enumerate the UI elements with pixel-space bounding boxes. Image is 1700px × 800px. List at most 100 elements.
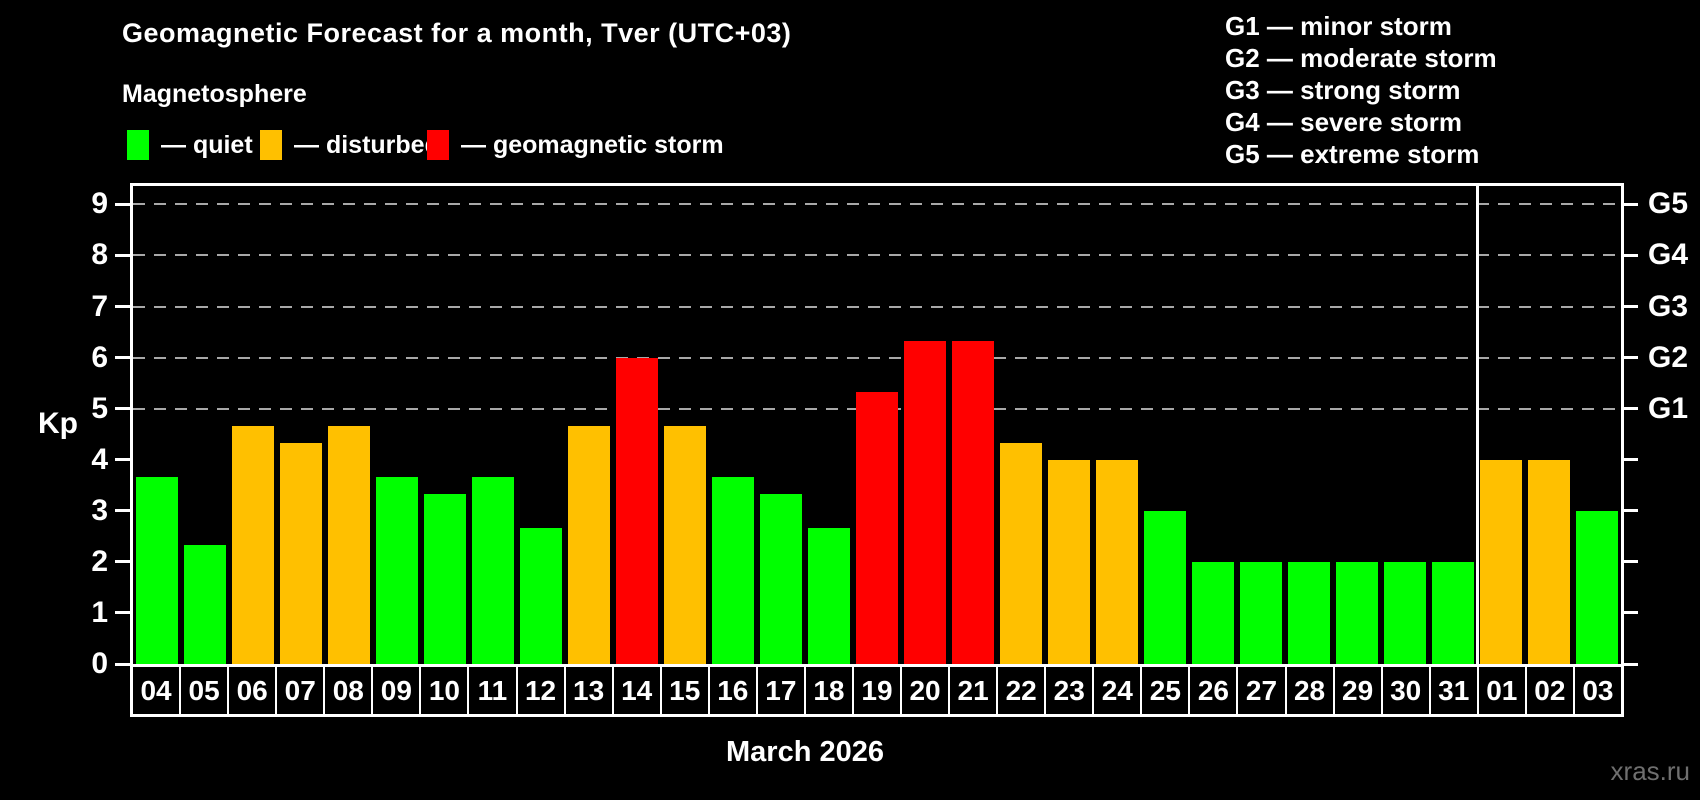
kp-bar-30 (1384, 561, 1426, 664)
day-label-13: 13 (563, 667, 612, 714)
y-tick-left-2 (115, 560, 130, 564)
day-label-26: 26 (1188, 667, 1236, 714)
day-label-20: 20 (900, 667, 948, 714)
kp-bar-05 (184, 545, 226, 664)
y-tick-label-5: 5 (91, 391, 108, 425)
kp-bar-01 (1480, 459, 1522, 664)
y-tick-label-2: 2 (91, 544, 108, 578)
kp-bar-24 (1096, 459, 1138, 664)
g-label-g4: G4 (1648, 238, 1689, 272)
y-tick-left-0 (115, 662, 130, 666)
y-tick-label-6: 6 (91, 340, 108, 374)
gridline-kp7 (133, 305, 1621, 308)
y-tick-right-4 (1621, 458, 1638, 462)
kp-bar-19 (856, 391, 898, 664)
g-legend-line-g2: G2 — moderate storm (1225, 43, 1497, 73)
day-label-23: 23 (1044, 667, 1092, 714)
y-tick-label-0: 0 (91, 647, 108, 680)
g-legend-line-g3: G3 — strong storm (1225, 75, 1461, 105)
kp-bar-28 (1288, 561, 1330, 664)
kp-bar-17 (760, 493, 802, 664)
y-tick-label-1: 1 (91, 595, 108, 629)
month-label: March 2026 (726, 736, 884, 768)
kp-bar-10 (424, 493, 466, 664)
y-tick-left-5 (115, 407, 130, 411)
day-label-02: 02 (1524, 667, 1573, 714)
kp-bar-15 (664, 425, 706, 664)
kp-bar-20 (904, 340, 946, 664)
magnetosphere-label: Magnetosphere (122, 80, 307, 108)
day-label-18: 18 (803, 667, 852, 714)
day-label-15: 15 (659, 667, 708, 714)
day-label-08: 08 (323, 667, 371, 714)
day-label-11: 11 (467, 667, 515, 714)
day-label-22: 22 (996, 667, 1044, 714)
y-tick-label-8: 8 (91, 238, 108, 272)
y-tick-right-7 (1621, 305, 1638, 309)
kp-bar-08 (328, 425, 370, 664)
day-label-05: 05 (179, 667, 227, 714)
day-label-25: 25 (1140, 667, 1188, 714)
kp-bar-07 (280, 442, 322, 664)
kp-bar-26 (1192, 561, 1234, 664)
y-tick-right-0 (1621, 662, 1638, 666)
day-label-19: 19 (851, 667, 900, 714)
g-scale-legend: G1 — minor storm G2 — moderate storm G3 … (1225, 10, 1497, 170)
y-tick-left-6 (115, 356, 130, 360)
y-tick-left-9 (115, 202, 130, 206)
chart-title: Geomagnetic Forecast for a month, Tver (… (122, 18, 792, 48)
y-tick-right-9 (1621, 202, 1638, 206)
gridline-kp9 (133, 203, 1621, 206)
kp-bar-02 (1528, 459, 1570, 664)
watermark: xras.ru (1610, 756, 1690, 786)
storm-swatch (427, 130, 449, 160)
kp-bar-23 (1048, 459, 1090, 664)
day-label-27: 27 (1236, 667, 1284, 714)
y-tick-right-6 (1621, 356, 1638, 360)
g-legend-line-g5: G5 — extreme storm (1225, 139, 1480, 169)
y-tick-left-4 (115, 458, 130, 462)
y-tick-left-3 (115, 509, 130, 513)
day-axis-row: 04 05 06 07 08 09 10 11 12 13 14 15 16 17 18 19 20 21 22 23… (130, 667, 1624, 717)
storm-label: — geomagnetic storm (461, 130, 724, 159)
kp-bar-12 (520, 527, 562, 664)
day-label-21: 21 (948, 667, 996, 714)
day-label-17: 17 (755, 667, 804, 714)
day-label-29: 29 (1332, 667, 1381, 714)
g-label-g2: G2 (1648, 340, 1689, 374)
y-tick-left-7 (115, 305, 130, 309)
day-label-01: 01 (1476, 667, 1525, 714)
kp-bar-31 (1432, 561, 1474, 664)
g-label-g3: G3 (1648, 289, 1689, 323)
y-tick-right-5 (1621, 407, 1638, 411)
day-label-09: 09 (371, 667, 419, 714)
disturbed-label: — disturbed (294, 130, 440, 159)
kp-bar-09 (376, 476, 418, 664)
kp-bar-18 (808, 527, 850, 664)
kp-bar-16 (712, 476, 754, 664)
month-separator-line (1475, 186, 1479, 664)
kp-bar-11 (472, 476, 514, 664)
legend-item-disturbed: — disturbed (260, 129, 440, 161)
y-tick-right-1 (1621, 611, 1638, 615)
g-label-g5: G5 (1648, 187, 1689, 221)
kp-bar-27 (1240, 561, 1282, 664)
g-legend-line-g1: G1 — minor storm (1225, 11, 1452, 41)
y-tick-label-3: 3 (91, 493, 108, 527)
kp-bar-22 (1000, 442, 1042, 664)
day-label-31: 31 (1428, 667, 1477, 714)
plot-inner (133, 186, 1621, 664)
quiet-label: — quiet (161, 130, 253, 159)
day-label-06: 06 (227, 667, 275, 714)
y-tick-label-9: 9 (91, 187, 108, 221)
y-axis-title: Kp (38, 407, 78, 440)
kp-bar-21 (952, 340, 994, 664)
y-tick-right-3 (1621, 509, 1638, 513)
y-tick-label-4: 4 (91, 442, 108, 476)
legend-item-quiet: — quiet (127, 129, 253, 161)
plot-area (130, 183, 1624, 667)
y-tick-left-1 (115, 611, 130, 615)
kp-bar-14 (616, 357, 658, 664)
gridline-kp6 (133, 356, 1621, 359)
